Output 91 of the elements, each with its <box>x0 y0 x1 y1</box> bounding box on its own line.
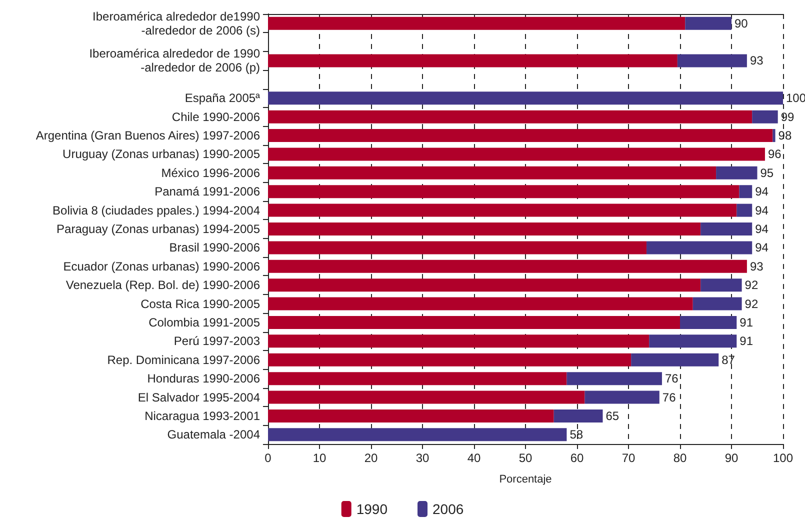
bar <box>268 16 686 30</box>
y-tick-label: Argentina (Gran Buenos Aires) 1997-2006 <box>36 128 260 143</box>
y-tick-label: Ecuador (Zonas urbanas) 1990-2006 <box>63 259 260 274</box>
legend-label: 1990 <box>356 501 388 517</box>
y-tick-label: Honduras 1990-2006 <box>147 372 260 386</box>
x-tick-label: 0 <box>264 451 272 465</box>
total-label: 99 <box>780 110 795 124</box>
total-label: 91 <box>740 334 754 348</box>
total-label: 76 <box>664 372 679 386</box>
bar <box>268 110 752 124</box>
bar <box>692 297 742 310</box>
x-tick-label: 40 <box>467 451 481 465</box>
bar <box>752 110 778 124</box>
total-label: 93 <box>750 54 764 68</box>
total-label: 94 <box>755 184 769 199</box>
total-label: 93 <box>750 259 764 274</box>
bar <box>268 353 632 366</box>
y-tick-label: Iberoamérica alrededor de1990 -alrededor de 2006 (s) <box>92 9 260 38</box>
bar <box>268 129 773 142</box>
total-label: 91 <box>740 315 754 330</box>
bar <box>268 166 716 180</box>
total-label: 94 <box>755 203 769 218</box>
bar <box>268 316 680 329</box>
y-tick-label: Costa Rica 1990-2005 <box>140 296 260 311</box>
bar <box>268 372 567 386</box>
bar <box>554 409 603 422</box>
y-tick-label: Perú 1997-2003 <box>174 334 260 348</box>
y-tick-label: Nicaragua 1993-2001 <box>144 408 260 423</box>
bar <box>268 260 747 273</box>
y-tick-label: Chile 1990-2006 <box>172 110 260 124</box>
total-label: 87 <box>722 352 736 367</box>
total-label: 90 <box>734 16 748 30</box>
bar <box>677 54 747 68</box>
bar <box>646 241 752 254</box>
bar <box>268 428 567 442</box>
y-tick-label: Brasil 1990-2006 <box>169 240 260 255</box>
x-tick-label: 10 <box>312 451 326 465</box>
bar <box>268 297 693 310</box>
bar <box>739 185 752 198</box>
y-tick-label: Panamá 1991-2006 <box>154 184 260 199</box>
bar <box>268 222 701 236</box>
bar <box>700 222 752 236</box>
bar <box>268 390 585 404</box>
y-tick-label: Rep. Dominicana 1997-2006 <box>107 352 260 367</box>
y-tick-label: México 1996-2006 <box>161 166 260 180</box>
bar <box>268 278 701 292</box>
x-tick-label: 30 <box>416 451 430 465</box>
bar <box>772 129 776 142</box>
y-tick-label: Paraguay (Zonas urbanas) 1994-2005 <box>56 222 260 236</box>
bar <box>685 16 732 30</box>
x-tick-label: 80 <box>673 451 687 465</box>
bar <box>736 204 752 217</box>
total-label: 92 <box>744 278 758 292</box>
x-tick-label: 50 <box>518 451 532 465</box>
x-axis-title: Porcentaje <box>499 474 552 486</box>
bar <box>716 166 758 180</box>
total-label: 92 <box>744 296 758 311</box>
bar <box>268 92 783 105</box>
y-tick-label: El Salvador 1995-2004 <box>138 390 260 404</box>
bar <box>700 278 742 292</box>
total-label: 65 <box>606 408 620 423</box>
x-tick-label: 70 <box>622 451 636 465</box>
bar <box>268 54 678 68</box>
legend-label: 2006 <box>432 501 464 517</box>
y-tick-label: Iberoamérica alrededor de 1990 -alrededor de 2006 (p) <box>89 46 260 75</box>
total-label: 95 <box>760 166 774 180</box>
total-label: 94 <box>755 240 769 255</box>
x-tick-label: 20 <box>364 451 378 465</box>
bar <box>268 409 554 422</box>
bar <box>631 353 719 366</box>
bar <box>268 148 765 161</box>
bar <box>584 390 660 404</box>
y-tick-label: Uruguay (Zonas urbanas) 1990-2005 <box>62 147 260 162</box>
y-tick-label: Venezuela (Rep. Bol. de) 1990-2006 <box>66 278 260 292</box>
y-tick-label: España 2005ª <box>184 91 261 106</box>
bar <box>268 204 737 217</box>
y-tick-label: Colombia 1991-2005 <box>148 315 260 330</box>
x-tick-label: 60 <box>570 451 584 465</box>
total-label: 94 <box>755 222 769 236</box>
bar <box>566 372 662 386</box>
total-label: 96 <box>768 147 782 162</box>
y-tick-label: Bolivia 8 (ciudades ppales.) 1994-2004 <box>52 203 260 218</box>
bar <box>268 334 650 348</box>
bar <box>268 241 647 254</box>
bar <box>680 316 737 329</box>
x-tick-label: 90 <box>724 451 738 465</box>
bar <box>268 185 740 198</box>
bar <box>649 334 737 348</box>
x-tick-label: 100 <box>772 451 794 465</box>
y-tick-label: Guatemala -2004 <box>167 428 260 442</box>
total-label: 76 <box>662 390 676 404</box>
